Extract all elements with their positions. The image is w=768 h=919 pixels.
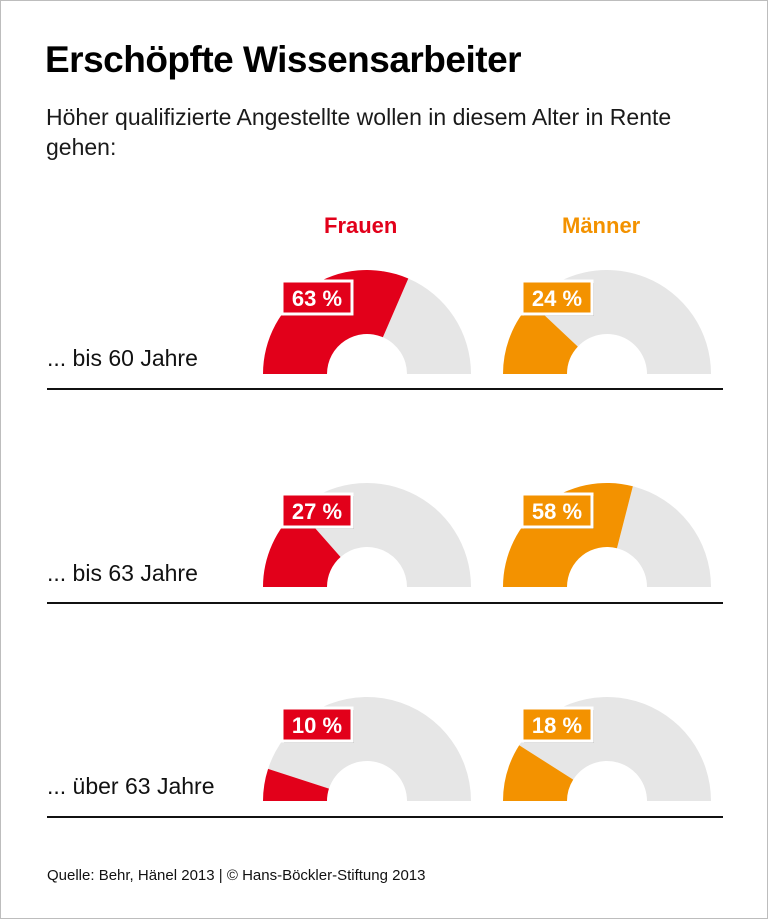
source-note: Quelle: Behr, Hänel 2013 | © Hans-Böckle… — [47, 867, 426, 884]
value-label: 18 % — [532, 713, 582, 738]
row-label: ... über 63 Jahre — [47, 773, 215, 799]
legend-frauen: Frauen — [324, 213, 398, 238]
row-divider — [47, 388, 723, 390]
value-label-box — [520, 279, 594, 316]
chart-title: Erschöpfte Wissensarbeiter — [45, 39, 522, 80]
value-label: 10 % — [292, 713, 342, 738]
value-label: 58 % — [532, 499, 582, 524]
chart-subtitle: Höher qualifizierte Angestellte wollen i… — [46, 104, 672, 160]
row-label: ... bis 60 Jahre — [47, 345, 198, 371]
gauge-value-männer — [503, 745, 574, 801]
row-label: ... bis 63 Jahre — [47, 560, 198, 586]
gauge-remainder — [382, 278, 471, 374]
value-label-box — [520, 706, 594, 743]
legend-maenner: Männer — [562, 213, 641, 238]
gauge-remainder — [616, 486, 711, 587]
value-label: 27 % — [292, 499, 342, 524]
value-label-box — [280, 706, 354, 743]
value-label-box — [280, 492, 354, 529]
value-label: 63 % — [292, 286, 342, 311]
gauge-value-männer — [503, 302, 578, 374]
gauge-value-männer — [503, 483, 633, 587]
row-divider — [47, 816, 723, 818]
gauge-value-frauen — [263, 768, 329, 801]
value-label: 24 % — [532, 286, 582, 311]
row-divider — [47, 602, 723, 604]
value-label-box — [280, 279, 354, 316]
value-label-box — [520, 492, 594, 529]
